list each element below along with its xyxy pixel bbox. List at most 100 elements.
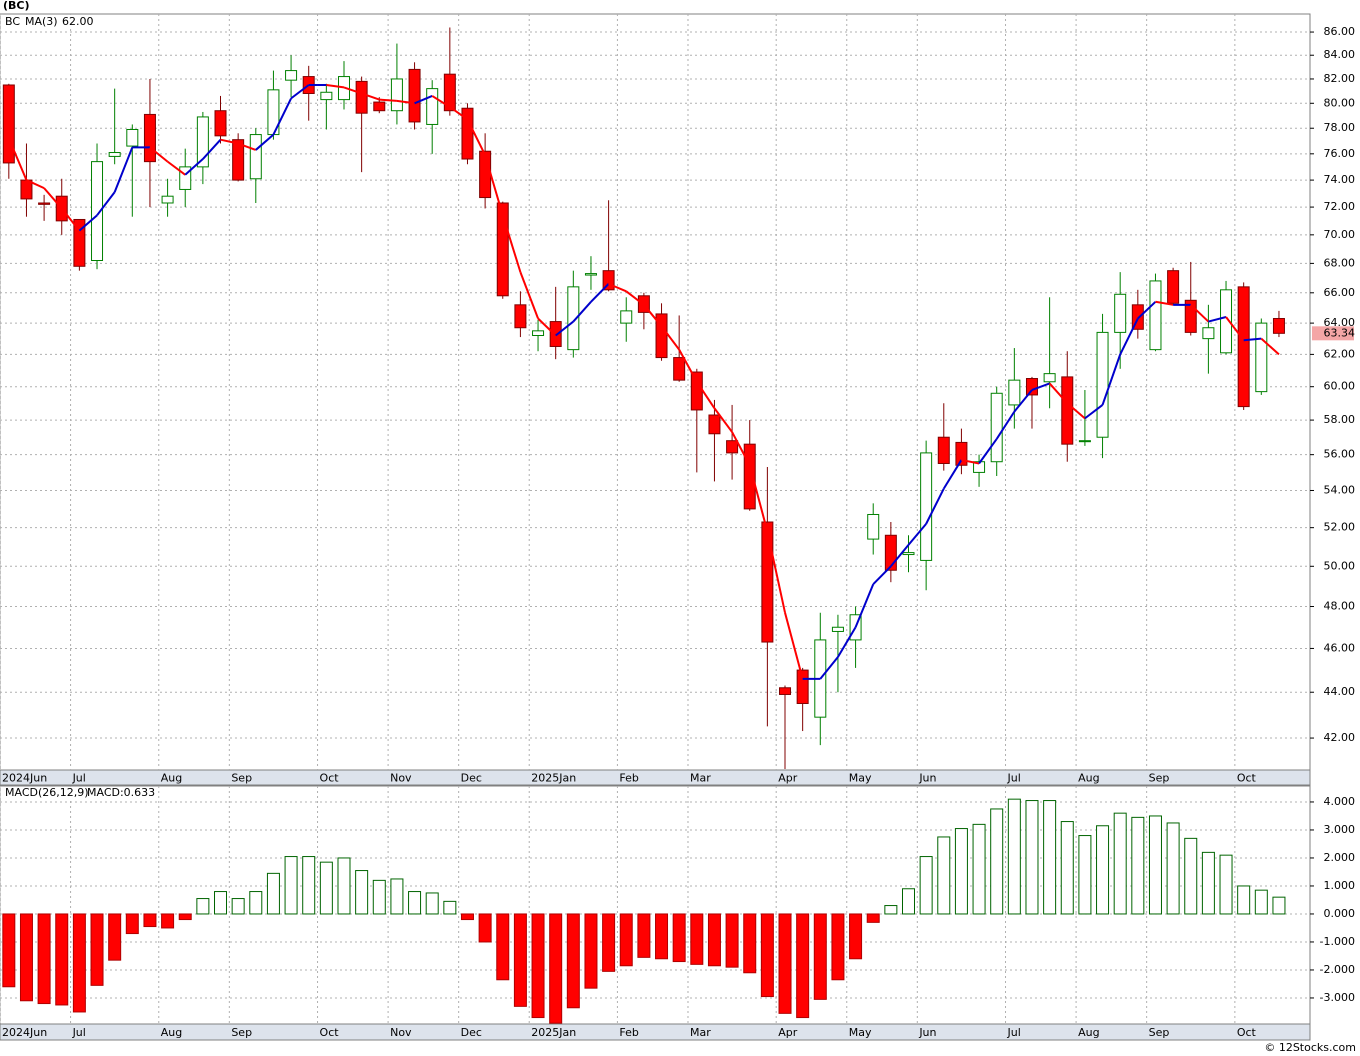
x-tick-label: 2024Jun [2,1026,47,1039]
y-tick-label: 84.00 [1324,48,1356,61]
ma-segment [396,99,415,105]
y-tick-label: 50.00 [1324,559,1356,572]
candle-body [390,78,403,112]
y-tick-label: -1.000 [1320,935,1355,948]
macd-bar [884,905,898,915]
y-tick-label: 70.00 [1324,228,1356,241]
y-tick-label: 64.00 [1324,316,1356,329]
ma-segment [379,98,397,102]
ma-segment [678,349,698,383]
candle-body [1202,327,1215,340]
x-tick-label: Aug [161,1026,182,1039]
macd-bar [196,898,210,915]
plot-area [0,785,1311,1025]
candle-body [161,195,174,204]
last-price-box [1312,326,1354,341]
macd-bar [214,891,228,915]
candle-body [620,310,633,324]
candle-body [831,626,844,632]
y-tick-label: 54.00 [1324,483,1356,496]
candle-body [867,513,880,540]
x-tick-label: Nov [390,772,412,785]
ma-segment [625,290,645,306]
candle-body [355,80,368,114]
candle-body [1061,376,1074,445]
macd-bar [1254,889,1268,915]
ma-segment [872,565,892,585]
candle-body [496,202,509,297]
candle-body [602,270,615,291]
macd-bar [319,861,333,915]
ma-segment [237,142,257,151]
candle-body [2,84,15,164]
macd-bar [655,913,669,960]
x-tick-label: Jul [1007,1026,1021,1039]
candle-body [1237,286,1250,408]
x-tick-label: Sep [1149,1026,1170,1039]
ma-segment [43,187,63,210]
y-tick-label: 0.000 [1324,907,1356,920]
ma-segment [414,95,433,105]
macd-bar [37,913,51,1005]
ma-segment [784,612,804,680]
macd-bar [90,913,104,986]
y-tick-label: 2.000 [1324,851,1356,864]
macd-bar [337,857,351,915]
candle-body [796,669,809,704]
x-tick-label: 2025Jan [531,1026,576,1039]
macd-bar [690,913,704,965]
plot-area [0,13,1311,771]
ma-segment [713,407,733,433]
y-tick-label: 4.000 [1324,795,1356,808]
macd-bar [619,913,633,967]
legend-ma-value: 62.00 [62,15,94,28]
y-tick-label: 76.00 [1324,147,1356,160]
candle-body [1272,318,1285,334]
x-tick-label: Feb [619,772,638,785]
macd-bar [408,891,422,915]
macd-bar [1219,854,1233,915]
ma-segment [1208,316,1227,323]
candle-body [426,88,439,125]
macd-bar [1078,835,1092,915]
x-tick-label: Aug [1078,1026,1099,1039]
x-tick-label: Aug [161,772,182,785]
ma-segment [149,146,169,163]
candle-body [38,202,51,205]
y-tick-label: 3.000 [1324,823,1356,836]
candle-body [373,101,386,112]
ma-segment [220,138,239,145]
ma-segment [907,523,927,546]
x-tick-label: Dec [461,772,482,785]
x-tick-label: Jul [1007,772,1021,785]
candle-body [1078,440,1091,443]
ma-segment [819,656,839,680]
ma-segment [748,465,769,532]
x-tick-label: Oct [320,772,340,785]
candle-body [1114,293,1127,333]
macd-bar [549,913,563,1024]
y-tick-label: 68.00 [1324,256,1356,269]
macd-bar [1007,798,1021,915]
macd-bar [919,856,933,915]
candle-body [461,107,474,160]
ma-segment [1084,404,1104,420]
macd-bar [1025,800,1039,915]
ma-segment [555,320,574,337]
ma-segment [1243,337,1262,342]
ma-segment [1190,304,1210,323]
candle-body [549,321,562,347]
x-tick-label: Apr [778,772,798,785]
x-tick-label: May [849,772,872,785]
candle-body [1149,280,1162,351]
macd-bar [1148,815,1162,915]
ma-segment [202,138,222,160]
candle-body [196,116,209,168]
y-tick-label: 66.00 [1324,286,1356,299]
ma-segment [942,459,963,490]
macd-bar [602,913,616,972]
candle-body [902,552,915,556]
ma-segment [995,411,1016,440]
legend-symbol: BC [5,15,20,28]
